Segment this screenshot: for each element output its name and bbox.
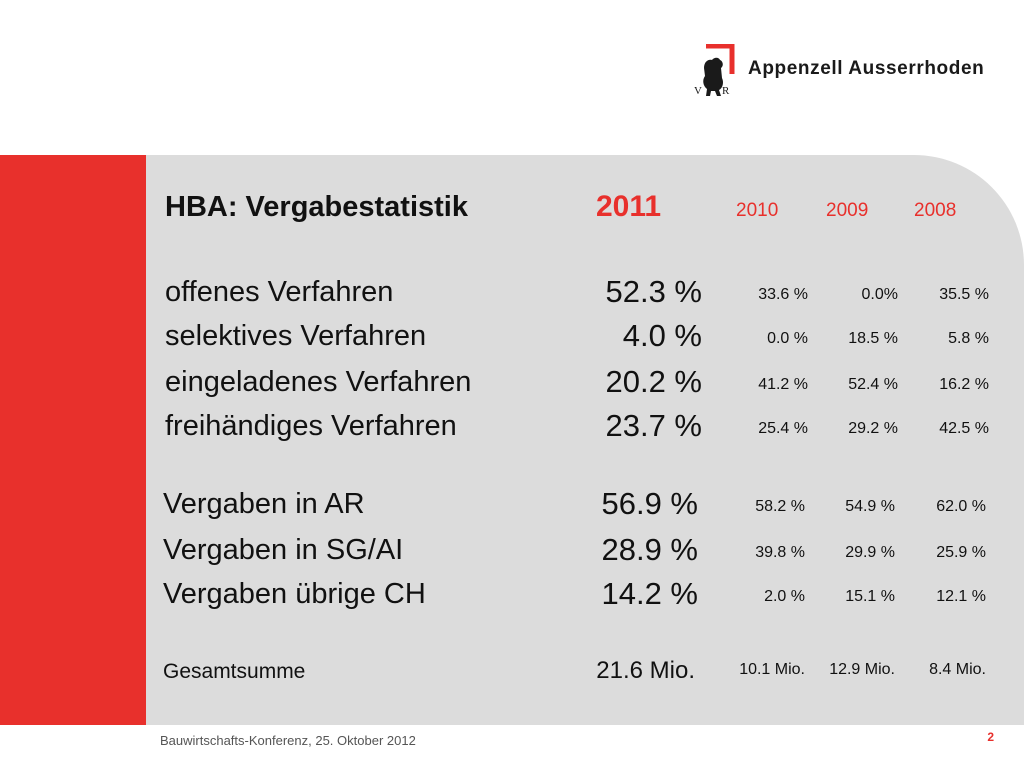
value-2011: 28.9 % — [601, 532, 698, 567]
value-2011: 52.3 % — [605, 274, 702, 309]
value-2011: 23.7 % — [605, 408, 702, 443]
year-2010: 2010 — [736, 200, 779, 221]
value-2008: 35.5 % — [939, 286, 989, 303]
value-2010: 25.4 % — [758, 420, 808, 437]
row-label: eingeladenes Verfahren — [165, 366, 472, 398]
table-row: selektives Verfahren 4.0 % 0.0 % 18.5 % … — [0, 318, 1024, 360]
year-2011: 2011 — [596, 190, 662, 223]
value-2011: 4.0 % — [622, 318, 702, 353]
table-row: Vergaben in SG/AI 28.9 % 39.8 % 29.9 % 2… — [0, 532, 1024, 574]
value-2009: 12.9 Mio. — [829, 661, 895, 678]
value-2008: 62.0 % — [936, 498, 986, 515]
value-2011: 20.2 % — [605, 364, 702, 399]
value-2009: 15.1 % — [845, 588, 895, 605]
value-2008: 5.8 % — [948, 330, 989, 347]
value-2010: 0.0 % — [767, 330, 808, 347]
value-2008: 25.9 % — [936, 544, 986, 561]
row-label: Vergaben in AR — [163, 488, 365, 520]
table-row: offenes Verfahren 52.3 % 33.6 % 0.0% 35.… — [0, 274, 1024, 316]
value-2009: 29.9 % — [845, 544, 895, 561]
value-2011: 21.6 Mio. — [596, 657, 695, 684]
row-label: offenes Verfahren — [165, 276, 394, 308]
value-2009: 54.9 % — [845, 498, 895, 515]
row-label: selektives Verfahren — [165, 320, 427, 352]
svg-text:R: R — [722, 85, 730, 97]
red-side-bar — [0, 155, 146, 725]
table-row: Vergaben in AR 56.9 % 58.2 % 54.9 % 62.0… — [0, 486, 1024, 528]
year-2009: 2009 — [826, 200, 869, 221]
value-2008: 42.5 % — [939, 420, 989, 437]
value-2010: 41.2 % — [758, 376, 808, 393]
value-2010: 39.8 % — [755, 544, 805, 561]
footer-text: Bauwirtschafts-Konferenz, 25. Oktober 20… — [160, 733, 416, 748]
canton-logo: V R Appenzell Ausserrhoden — [692, 44, 1012, 104]
value-2010: 58.2 % — [755, 498, 805, 515]
value-2009: 29.2 % — [848, 420, 898, 437]
value-2010: 2.0 % — [764, 588, 805, 605]
table-row: eingeladenes Verfahren 20.2 % 41.2 % 52.… — [0, 364, 1024, 406]
value-2008: 8.4 Mio. — [929, 661, 986, 678]
value-2008: 12.1 % — [936, 588, 986, 605]
row-label: Vergaben übrige CH — [163, 578, 426, 610]
value-2011: 56.9 % — [601, 486, 698, 521]
svg-text:V: V — [694, 85, 702, 97]
row-label: freihändiges Verfahren — [165, 410, 457, 442]
value-2010: 33.6 % — [758, 286, 808, 303]
canton-name: Appenzell Ausserrhoden — [748, 58, 985, 79]
table-row-total: Gesamtsumme 21.6 Mio. 10.1 Mio. 12.9 Mio… — [0, 657, 1024, 700]
value-2010: 10.1 Mio. — [739, 661, 805, 678]
value-2008: 16.2 % — [939, 376, 989, 393]
value-2009: 18.5 % — [848, 330, 898, 347]
value-2011: 14.2 % — [601, 576, 698, 611]
table-row: Vergaben übrige CH 14.2 % 2.0 % 15.1 % 1… — [0, 576, 1024, 618]
value-2009: 0.0% — [861, 286, 898, 303]
table-row: freihändiges Verfahren 23.7 % 25.4 % 29.… — [0, 408, 1024, 450]
bear-emblem-icon: V R — [694, 44, 735, 97]
row-label: Gesamtsumme — [163, 660, 306, 683]
page-title: HBA: Vergabestatistik — [165, 191, 468, 223]
year-2008: 2008 — [914, 200, 957, 221]
page-number: 2 — [987, 730, 994, 744]
value-2009: 52.4 % — [848, 376, 898, 393]
content-panel — [146, 155, 1024, 725]
row-label: Vergaben in SG/AI — [163, 534, 404, 566]
